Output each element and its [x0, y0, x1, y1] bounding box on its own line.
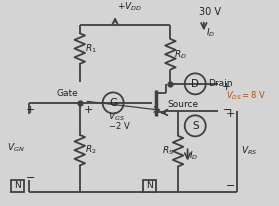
- Text: $V_{GN}$: $V_{GN}$: [7, 141, 24, 153]
- Text: $V_{RS}$: $V_{RS}$: [241, 145, 258, 157]
- Text: $+V_{DD}$: $+V_{DD}$: [117, 1, 142, 13]
- Text: +: +: [25, 105, 35, 115]
- Text: $R_1$: $R_1$: [85, 42, 96, 55]
- Text: 30 V: 30 V: [199, 7, 221, 17]
- Text: +: +: [84, 105, 93, 115]
- Text: $-$: $-$: [222, 103, 232, 113]
- Text: Gate: Gate: [56, 89, 78, 98]
- Text: $-2\ \mathrm{V}$: $-2\ \mathrm{V}$: [108, 120, 131, 131]
- Text: $R_2$: $R_2$: [85, 144, 96, 156]
- Text: $-$: $-$: [225, 179, 235, 189]
- Text: +: +: [222, 82, 231, 92]
- Text: Drain: Drain: [208, 79, 232, 88]
- Text: $V_{DS} = 8\ \mathrm{V}$: $V_{DS} = 8\ \mathrm{V}$: [226, 89, 266, 102]
- Bar: [143, 180, 156, 192]
- Text: +: +: [226, 109, 235, 119]
- Text: Source: Source: [168, 100, 199, 109]
- Text: $I_D$: $I_D$: [189, 150, 199, 162]
- Text: $I_D$: $I_D$: [206, 27, 215, 39]
- Text: $-$: $-$: [25, 171, 35, 181]
- Text: N: N: [14, 181, 21, 191]
- Text: $V_{GS}$: $V_{GS}$: [108, 110, 125, 123]
- Text: $R_S$: $R_S$: [162, 145, 174, 157]
- Text: S: S: [192, 121, 199, 131]
- Bar: [11, 180, 24, 192]
- Text: D: D: [191, 79, 199, 89]
- Text: G: G: [109, 98, 117, 108]
- Text: N: N: [146, 181, 153, 191]
- Text: $R_D$: $R_D$: [174, 48, 187, 61]
